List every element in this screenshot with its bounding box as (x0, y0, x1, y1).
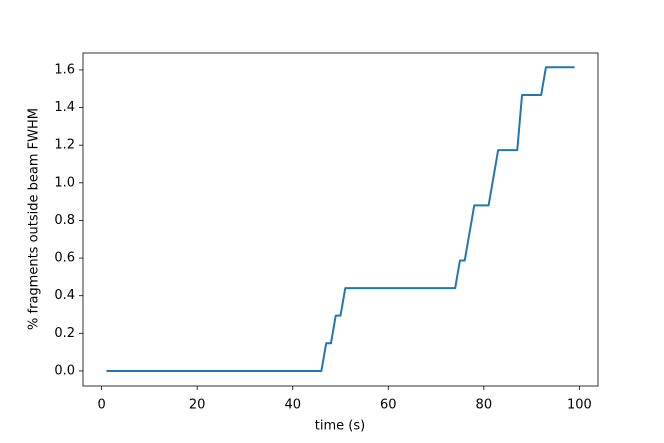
y-tick-label: 1.0 (54, 175, 75, 190)
x-tick-label: 100 (567, 398, 592, 413)
x-axis-label: time (s) (315, 419, 365, 434)
x-tick-label: 80 (476, 398, 493, 413)
y-tick-label: 0.2 (54, 326, 75, 341)
plot-frame (82, 52, 599, 387)
x-tick-label: 20 (189, 398, 206, 413)
y-tick-label: 0.4 (54, 288, 75, 303)
y-tick-label: 1.4 (54, 100, 75, 115)
x-tick-label: 60 (380, 398, 397, 413)
x-tick-label: 0 (97, 398, 105, 413)
y-tick-label: 1.6 (54, 62, 75, 77)
y-tick-label: 1.2 (54, 138, 75, 153)
y-axis-label: % fragments outside beam FWHM (27, 108, 42, 330)
y-tick-label: 0.8 (54, 213, 75, 228)
data-line (106, 66, 575, 372)
y-tick-label: 0.6 (54, 251, 75, 266)
y-tick-label: 0.0 (54, 363, 75, 378)
x-tick-label: 40 (284, 398, 301, 413)
